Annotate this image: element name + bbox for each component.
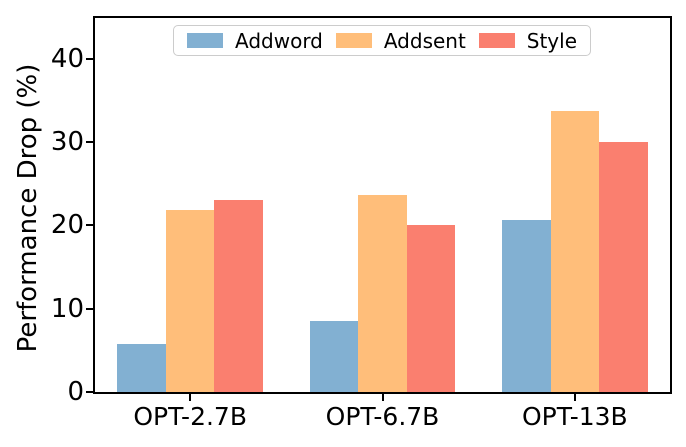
y-tick-label: 30	[50, 127, 84, 157]
legend-swatch-icon	[187, 33, 223, 48]
legend: Addword Addsent Style	[173, 25, 591, 56]
legend-label: Addsent	[383, 28, 466, 53]
legend-label: Style	[526, 28, 577, 53]
bar-addword-opt-6.7b	[309, 321, 359, 392]
y-tick-label: 0	[67, 377, 84, 407]
bar-addword-opt-13b	[502, 220, 551, 392]
bar-addsent-opt-6.7b	[358, 195, 407, 392]
x-tick-mark	[381, 394, 384, 401]
y-tick-mark	[86, 224, 93, 227]
legend-item-addsent: Addsent	[335, 28, 466, 53]
bar-style-opt-6.7b	[406, 225, 456, 392]
x-tick-mark	[189, 394, 192, 401]
legend-item-addword: Addword	[187, 29, 323, 53]
legend-swatch-icon	[478, 33, 515, 48]
y-tick-mark	[86, 391, 93, 393]
bar-addword-opt-2.7b	[117, 343, 166, 392]
y-tick-label: 10	[50, 293, 84, 324]
legend-label: Addword	[235, 28, 323, 53]
bar-style-opt-13b	[599, 142, 648, 392]
bar-style-opt-2.7b	[214, 200, 263, 392]
x-tick-mark	[573, 394, 576, 401]
x-tick-label: OPT-6.7B	[325, 402, 440, 431]
y-tick-mark	[86, 141, 93, 143]
legend-item-style: Style	[478, 28, 577, 53]
bar-addsent-opt-2.7b	[165, 210, 215, 392]
y-tick-mark	[86, 57, 93, 60]
y-tick-mark	[86, 307, 93, 310]
legend-swatch-icon	[335, 33, 372, 48]
x-tick-label: OPT-2.7B	[133, 402, 247, 431]
bar-addsent-opt-13b	[550, 111, 600, 392]
x-tick-label: OPT-13B	[521, 402, 628, 431]
y-tick-label: 40	[50, 43, 84, 74]
y-tick-label: 20	[50, 210, 84, 241]
